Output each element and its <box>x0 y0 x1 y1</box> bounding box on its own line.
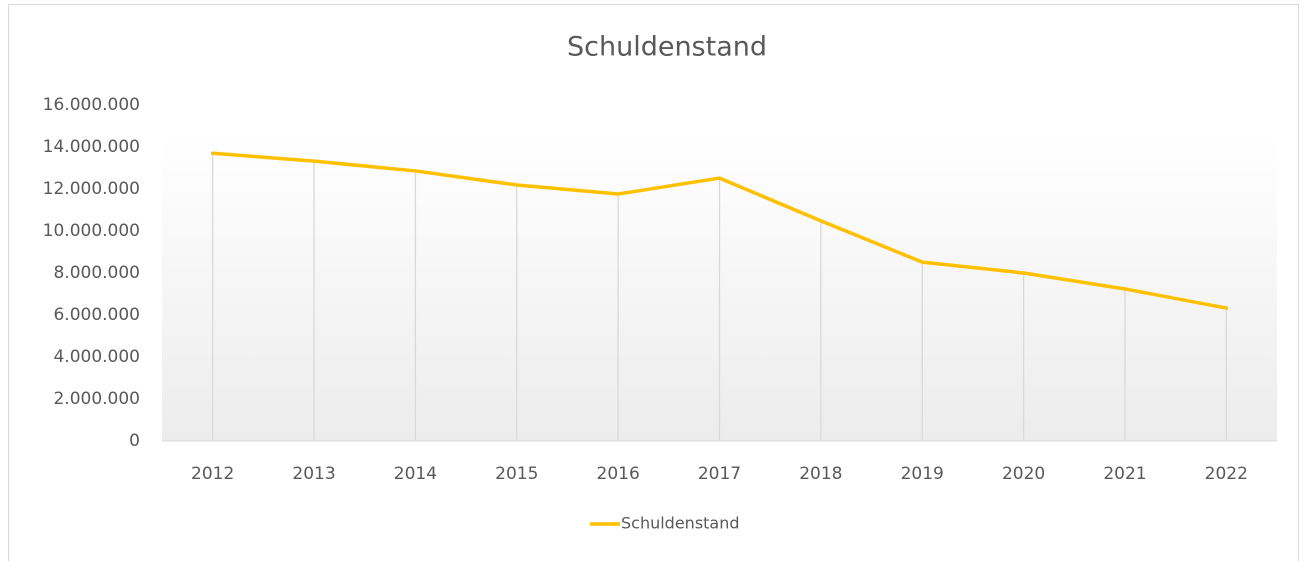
x-tick-label: 2022 <box>1205 464 1248 484</box>
x-tick-label: 2015 <box>495 464 538 484</box>
x-tick-label: 2016 <box>597 464 640 484</box>
y-tick-label: 0 <box>129 431 140 451</box>
x-tick-label: 2020 <box>1002 464 1045 484</box>
x-tick-label: 2019 <box>901 464 944 484</box>
y-tick-label: 2.000.000 <box>53 389 140 409</box>
y-tick-label: 10.000.000 <box>43 221 140 241</box>
x-tick-label: 2013 <box>292 464 335 484</box>
y-tick-label: 12.000.000 <box>43 179 140 199</box>
legend-label: Schuldenstand <box>621 514 740 533</box>
x-tick-label: 2014 <box>394 464 437 484</box>
x-tick-label: 2017 <box>698 464 741 484</box>
series-line <box>210 151 1229 310</box>
x-tick-label: 2018 <box>799 464 842 484</box>
x-tick-label: 2012 <box>191 464 234 484</box>
y-tick-label: 14.000.000 <box>43 137 140 157</box>
y-tick-label: 16.000.000 <box>43 95 140 115</box>
x-tick-label: 2021 <box>1103 464 1146 484</box>
y-tick-label: 4.000.000 <box>53 347 140 367</box>
y-tick-label: 6.000.000 <box>53 305 140 325</box>
y-tick-label: 8.000.000 <box>53 263 140 283</box>
chart-title: Schuldenstand <box>567 32 767 63</box>
